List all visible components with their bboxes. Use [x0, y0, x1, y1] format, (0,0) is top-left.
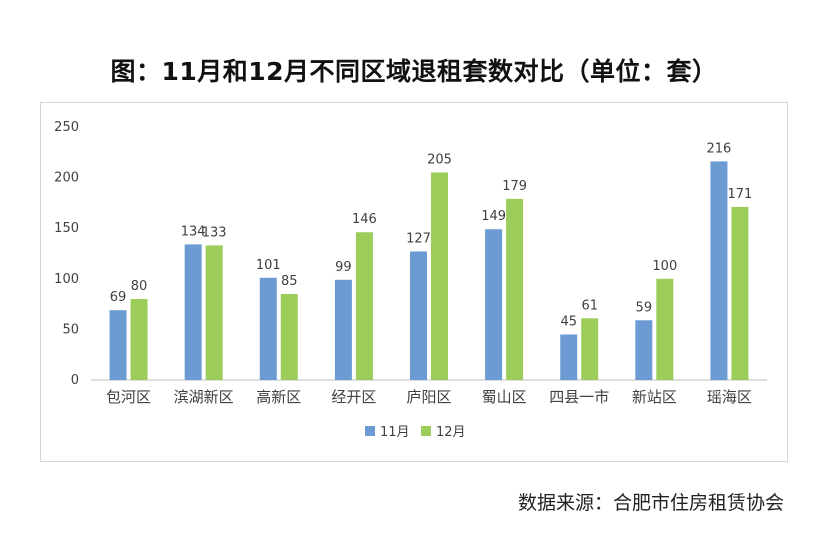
bar-series2 — [431, 172, 448, 380]
data-label: 101 — [256, 258, 281, 273]
x-tick-label: 滨湖新区 — [174, 388, 234, 406]
legend-swatch — [365, 426, 375, 436]
data-label: 99 — [335, 260, 352, 275]
data-label: 100 — [652, 259, 677, 274]
bar-series1 — [485, 229, 503, 380]
bar-series1 — [635, 320, 653, 380]
legend-swatch — [421, 426, 431, 436]
bar-series1 — [259, 277, 277, 380]
chart-title: 图：11月和12月不同区域退租套数对比（单位：套） — [110, 57, 718, 86]
x-tick-label: 包河区 — [106, 388, 151, 406]
x-tick-label: 高新区 — [256, 388, 301, 406]
data-label: 216 — [707, 141, 732, 156]
data-label: 149 — [481, 209, 506, 224]
data-source: 数据来源：合肥市住房租赁协会 — [517, 492, 784, 514]
data-label: 133 — [202, 225, 227, 240]
y-tick-label: 150 — [54, 221, 79, 236]
bar-series2 — [581, 318, 599, 380]
y-tick-label: 0 — [71, 373, 79, 388]
x-tick-label: 瑶海区 — [707, 388, 752, 406]
y-tick-label: 250 — [54, 120, 79, 135]
data-label: 80 — [131, 279, 148, 294]
bar-series1 — [710, 161, 728, 380]
data-label: 179 — [502, 179, 527, 194]
bar-series1 — [109, 310, 127, 380]
bar-series1 — [410, 251, 427, 380]
data-label: 69 — [110, 290, 127, 305]
data-label: 45 — [560, 314, 577, 329]
bar-series2 — [731, 206, 749, 380]
bar-series2 — [355, 232, 373, 380]
data-label: 146 — [352, 212, 377, 227]
y-tick-label: 200 — [54, 171, 79, 186]
x-tick-label: 蜀山区 — [482, 388, 527, 406]
x-tick-label: 四县一市 — [549, 388, 609, 406]
bar-series2 — [656, 278, 674, 380]
legend-label: 11月 — [380, 425, 410, 440]
bar-series2 — [280, 293, 298, 380]
data-label: 134 — [181, 224, 206, 239]
bar-series2 — [130, 299, 148, 380]
x-tick-label: 新站区 — [632, 388, 677, 406]
data-label: 61 — [581, 298, 598, 313]
bar-series1 — [184, 244, 202, 380]
bar-series2 — [205, 245, 223, 380]
data-label: 205 — [427, 153, 452, 168]
data-label: 171 — [728, 187, 753, 202]
bar-series1 — [560, 334, 578, 380]
chart-area: 0 50 100 150 200 250 69 80 包河区 134 133 滨湖新区 101 85 高新区… — [40, 102, 788, 462]
x-tick-label: 经开区 — [331, 388, 376, 406]
legend-label: 12月 — [436, 425, 466, 440]
y-tick-label: 50 — [62, 322, 79, 337]
x-tick-label: 庐阳区 — [406, 388, 451, 406]
data-label: 59 — [636, 300, 653, 315]
data-label: 127 — [406, 231, 431, 246]
data-label: 85 — [281, 274, 298, 289]
bar-series2 — [506, 198, 524, 380]
bar-series1 — [334, 279, 352, 380]
y-tick-label: 100 — [54, 272, 79, 287]
